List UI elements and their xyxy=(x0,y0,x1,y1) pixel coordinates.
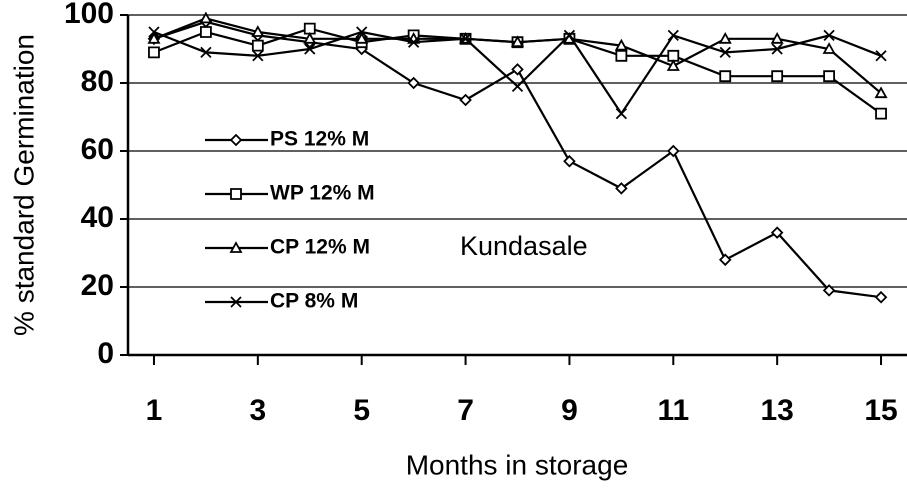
marker xyxy=(719,46,731,59)
marker xyxy=(251,25,265,37)
marker xyxy=(407,76,420,90)
marker xyxy=(511,63,524,76)
x-tick-label: 13 xyxy=(760,394,793,427)
marker xyxy=(822,42,836,54)
y-tick-label: 60 xyxy=(81,133,114,166)
legend-label: CP 8% M xyxy=(270,290,358,313)
legend-label: PS 12% M xyxy=(270,128,369,151)
marker xyxy=(771,43,783,55)
marker xyxy=(303,22,316,35)
marker xyxy=(304,43,316,55)
y-tick-label: 80 xyxy=(81,65,114,98)
marker xyxy=(563,154,576,168)
marker xyxy=(200,26,212,38)
x-tick-label: 9 xyxy=(561,394,578,427)
marker xyxy=(614,38,628,51)
marker xyxy=(355,31,369,44)
marker xyxy=(615,182,628,195)
x-tick-label: 1 xyxy=(146,394,163,427)
y-tick-label: 20 xyxy=(81,269,114,302)
marker xyxy=(875,50,887,62)
marker xyxy=(822,284,836,297)
marker xyxy=(823,70,835,83)
marker xyxy=(770,31,784,44)
marker xyxy=(148,26,160,38)
y-tick-label: 100 xyxy=(64,0,114,30)
x-tick-label: 7 xyxy=(457,394,474,427)
marker xyxy=(251,39,264,52)
marker xyxy=(147,31,161,44)
marker xyxy=(666,59,680,71)
x-tick-label: 3 xyxy=(249,394,266,427)
marker xyxy=(615,49,628,62)
x-tick-label: 11 xyxy=(657,394,689,427)
y-axis-label: % standard Germination xyxy=(8,34,39,336)
marker xyxy=(459,33,472,45)
x-tick-label: 5 xyxy=(353,394,370,427)
marker xyxy=(667,29,679,42)
marker xyxy=(303,31,317,44)
marker xyxy=(718,253,732,267)
marker xyxy=(823,29,835,42)
marker xyxy=(148,46,160,59)
x-axis-label: Months in storage xyxy=(406,449,629,480)
marker xyxy=(718,31,732,44)
x-tick-label: 15 xyxy=(864,394,897,427)
legend-label: WP 12% M xyxy=(270,182,375,205)
marker xyxy=(230,188,242,200)
marker xyxy=(510,35,525,48)
marker xyxy=(563,29,576,42)
marker xyxy=(770,226,784,239)
marker xyxy=(356,26,368,38)
marker xyxy=(615,107,628,120)
marker xyxy=(874,86,888,99)
marker xyxy=(719,70,732,83)
annotation: Kundasale xyxy=(460,231,588,261)
legend-label: CP 12% M xyxy=(270,236,370,259)
marker xyxy=(875,107,887,120)
marker xyxy=(199,11,213,24)
marker xyxy=(771,70,784,83)
marker xyxy=(200,46,212,59)
marker xyxy=(667,49,680,62)
marker xyxy=(407,36,420,48)
marker xyxy=(229,133,243,147)
y-tick-label: 0 xyxy=(97,337,114,370)
marker xyxy=(459,93,472,107)
marker xyxy=(229,241,243,253)
marker xyxy=(511,80,524,93)
marker xyxy=(667,144,680,158)
marker xyxy=(230,296,242,308)
marker xyxy=(874,290,888,304)
marker xyxy=(252,50,264,62)
y-tick-label: 40 xyxy=(81,201,114,234)
